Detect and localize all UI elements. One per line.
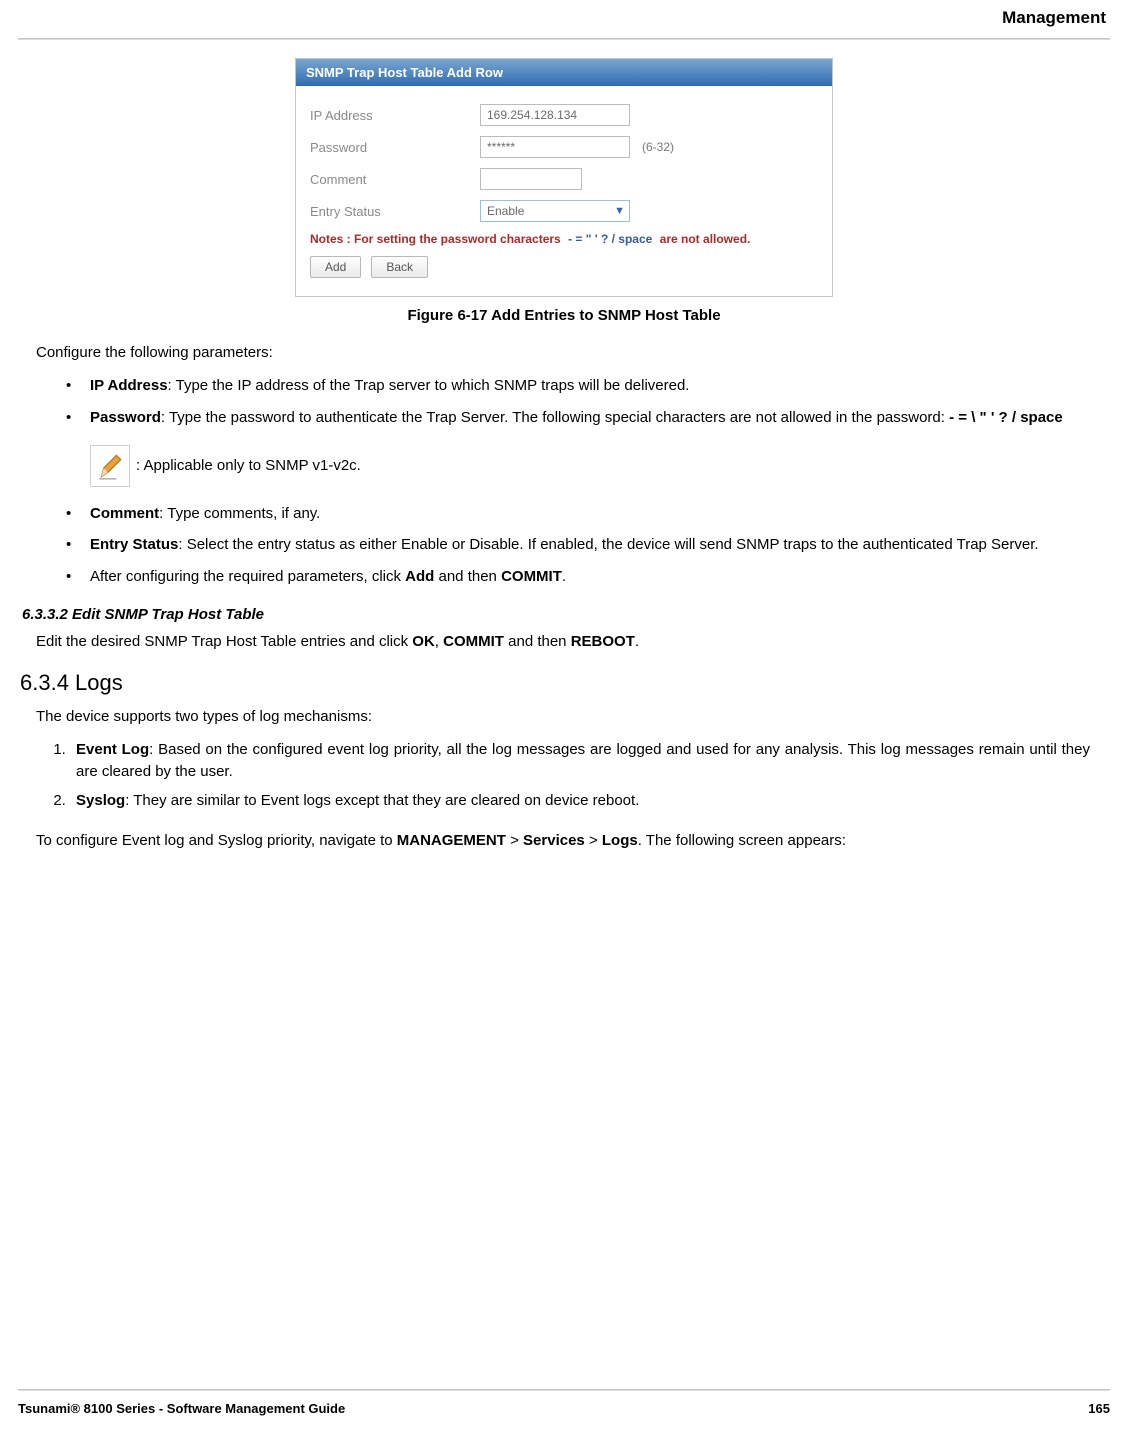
row-ip: IP Address <box>310 104 818 126</box>
row-comment: Comment <box>310 168 818 190</box>
bullet-status: Entry Status: Select the entry status as… <box>66 534 1090 556</box>
header-divider <box>18 38 1110 40</box>
bullet-ip-text: : Type the IP address of the Trap server… <box>168 377 690 394</box>
password-input[interactable] <box>480 136 630 158</box>
sub-period: . <box>635 633 639 650</box>
comment-input[interactable] <box>480 168 582 190</box>
row-password: Password (6-32) <box>310 136 818 158</box>
bullet-status-text: : Select the entry status as either Enab… <box>178 536 1038 553</box>
dialog-container: SNMP Trap Host Table Add Row IP Address … <box>18 58 1110 297</box>
chevron-down-icon: ▼ <box>614 205 625 217</box>
page-footer: Tsunami® 8100 Series - Software Manageme… <box>18 1389 1110 1416</box>
after-a: After configuring the required parameter… <box>90 568 405 585</box>
subsection-heading: 6.3.3.2 Edit SNMP Trap Host Table <box>22 606 1110 623</box>
nav-lg: Logs <box>602 832 638 849</box>
nav-b: . The following screen appears: <box>638 832 846 849</box>
bullet-comment: Comment: Type comments, if any. <box>66 503 1090 525</box>
logs-list: Event Log: Based on the configured event… <box>70 739 1090 812</box>
pencil-note-icon <box>90 445 130 487</box>
bullet-pw-text-a: : Type the password to authenticate the … <box>161 409 949 426</box>
logs-item-2: Syslog: They are similar to Event logs e… <box>70 790 1090 812</box>
logs1-text: : Based on the configured event log prio… <box>76 741 1090 780</box>
dialog-body: IP Address Password (6-32) Comment Entry… <box>296 86 832 296</box>
sub-a: Edit the desired SNMP Trap Host Table en… <box>36 633 412 650</box>
after-c: . <box>562 568 566 585</box>
bullet-ip: IP Address: Type the IP address of the T… <box>66 375 1090 397</box>
bullet-after: After configuring the required parameter… <box>66 566 1090 588</box>
subsection-text: Edit the desired SNMP Trap Host Table en… <box>36 633 1104 650</box>
note-applicable: : Applicable only to SNMP v1-v2c. <box>90 445 1110 487</box>
param-list-2: Comment: Type comments, if any. Entry St… <box>66 503 1090 588</box>
bullet-ip-bold: IP Address <box>90 377 168 394</box>
footer-right: 165 <box>1088 1401 1110 1416</box>
nav-a: To configure Event log and Syslog priori… <box>36 832 397 849</box>
sub-commit: COMMIT <box>443 633 504 650</box>
logs2-bold: Syslog <box>76 792 125 809</box>
status-select[interactable]: Enable ▼ <box>480 200 630 222</box>
after-commit: COMMIT <box>501 568 562 585</box>
after-add: Add <box>405 568 434 585</box>
row-status: Entry Status Enable ▼ <box>310 200 818 222</box>
footer-divider <box>18 1389 1110 1391</box>
footer-line: Tsunami® 8100 Series - Software Manageme… <box>18 1401 1110 1416</box>
sub-reboot: REBOOT <box>571 633 635 650</box>
add-button[interactable]: Add <box>310 256 361 278</box>
logs2-text: : They are similar to Event logs except … <box>125 792 639 809</box>
status-value: Enable <box>487 204 524 218</box>
notes-chars: - = " ' ? / space <box>564 232 656 246</box>
label-status: Entry Status <box>310 204 480 219</box>
dialog-notes: Notes : For setting the password charact… <box>310 232 818 246</box>
back-button[interactable]: Back <box>371 256 428 278</box>
label-comment: Comment <box>310 172 480 187</box>
ip-input[interactable] <box>480 104 630 126</box>
dialog-title: SNMP Trap Host Table Add Row <box>296 59 832 86</box>
bullet-pw-chars: - = \ " ' ? / space <box>949 409 1063 426</box>
logs-intro: The device supports two types of log mec… <box>36 708 1104 725</box>
nav-gt2: > <box>585 832 602 849</box>
notes-lead: Notes : For setting the password charact… <box>310 232 561 246</box>
sub-comma: , <box>435 633 443 650</box>
nav-mg: MANAGEMENT <box>397 832 506 849</box>
label-ip: IP Address <box>310 108 480 123</box>
param-list-1: IP Address: Type the IP address of the T… <box>66 375 1090 429</box>
notes-tail: are not allowed. <box>660 232 751 246</box>
nav-gt1: > <box>506 832 523 849</box>
sub-and: and then <box>504 633 571 650</box>
nav-sv: Services <box>523 832 585 849</box>
bullet-status-bold: Entry Status <box>90 536 178 553</box>
figure-caption: Figure 6-17 Add Entries to SNMP Host Tab… <box>18 307 1110 324</box>
bullet-password: Password: Type the password to authentic… <box>66 407 1090 429</box>
bullet-comment-text: : Type comments, if any. <box>159 505 320 522</box>
logs-nav: To configure Event log and Syslog priori… <box>36 832 1104 849</box>
logs1-bold: Event Log <box>76 741 149 758</box>
sub-ok: OK <box>412 633 435 650</box>
bullet-comment-bold: Comment <box>90 505 159 522</box>
snmp-dialog: SNMP Trap Host Table Add Row IP Address … <box>295 58 833 297</box>
config-intro: Configure the following parameters: <box>36 344 1104 361</box>
page-header-title: Management <box>18 0 1110 38</box>
dialog-buttons: Add Back <box>310 256 818 288</box>
password-range: (6-32) <box>642 140 674 154</box>
bullet-pw-bold: Password <box>90 409 161 426</box>
after-b: and then <box>434 568 501 585</box>
footer-left: Tsunami® 8100 Series - Software Manageme… <box>18 1401 345 1416</box>
label-password: Password <box>310 140 480 155</box>
note-text: : Applicable only to SNMP v1-v2c. <box>136 457 361 474</box>
logs-item-1: Event Log: Based on the configured event… <box>70 739 1090 783</box>
section-logs-heading: 6.3.4 Logs <box>20 670 1110 696</box>
